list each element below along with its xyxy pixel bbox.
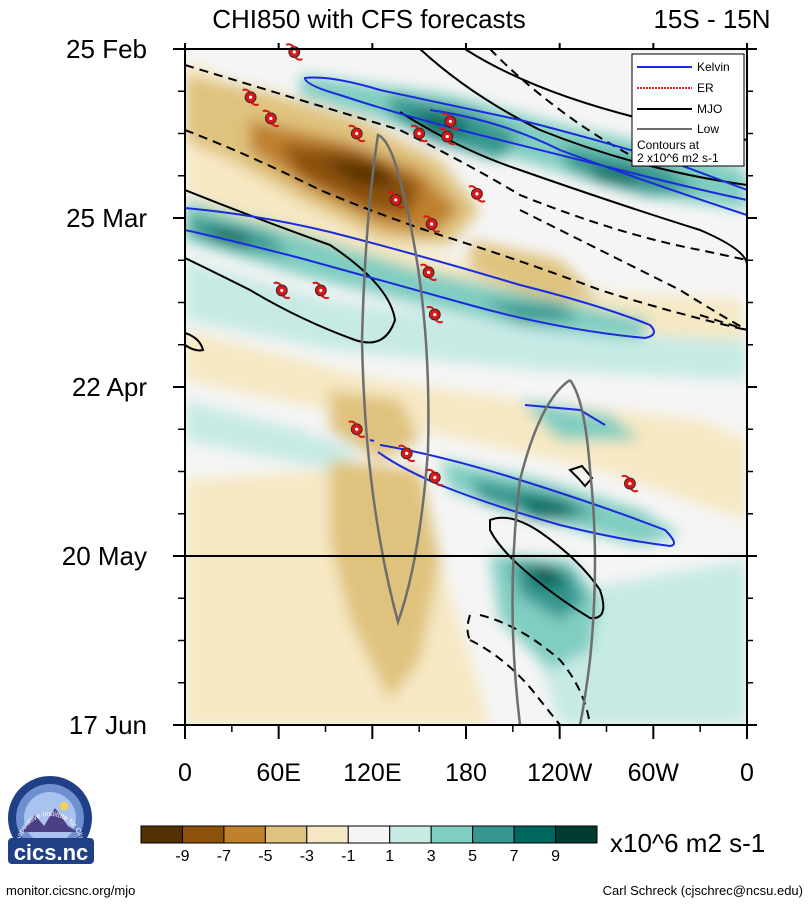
mjo-contour bbox=[568, 464, 594, 488]
mjo-contour bbox=[489, 516, 605, 620]
x-tick-label: 0 bbox=[178, 759, 192, 787]
kelvin-contour bbox=[369, 439, 375, 442]
tropical-cyclone-marker bbox=[312, 281, 330, 300]
tropical-cyclone-marker bbox=[262, 109, 280, 128]
colorbar-swatch bbox=[472, 825, 515, 844]
x-tick-label: 180 bbox=[445, 759, 487, 787]
tropical-cyclone-marker bbox=[468, 185, 486, 203]
colorbar-label: -9 bbox=[175, 848, 189, 865]
legend: Kelvin ER MJO Low Contours at 2 x10^6 m2… bbox=[631, 53, 745, 167]
tropical-cyclone-marker bbox=[419, 263, 438, 282]
chart-subtitle: 15S - 15N bbox=[653, 4, 770, 34]
axes: 0 60E 120E 180 120W 60W 0 25 Feb 25 Mar 22 Apr 20 … bbox=[62, 34, 757, 787]
kelvin-contour bbox=[185, 207, 655, 340]
colorbar-label: -5 bbox=[258, 848, 272, 865]
tropical-cyclone-marker bbox=[438, 127, 456, 146]
logo-text: cics.nc bbox=[14, 840, 89, 865]
colorbar-label: -1 bbox=[341, 848, 355, 865]
tropical-cyclone-marker bbox=[423, 215, 441, 233]
x-tick-label: 120W bbox=[527, 759, 593, 787]
mjo-contour bbox=[185, 332, 205, 352]
mjo-contour bbox=[419, 49, 747, 186]
tropical-cyclone-marker bbox=[426, 305, 444, 324]
kelvin-contour bbox=[377, 444, 675, 548]
tropical-cyclone-marker bbox=[410, 124, 428, 143]
colorbar-units: x10^6 m2 s-1 bbox=[610, 828, 765, 858]
tropical-cyclone-marker bbox=[348, 124, 366, 143]
y-tick-label: 22 Apr bbox=[72, 372, 148, 402]
tropical-cyclone-marker bbox=[621, 474, 639, 493]
kelvin-contour bbox=[429, 109, 747, 216]
legend-er-label: ER bbox=[697, 81, 714, 95]
tropical-cyclone-marker bbox=[387, 191, 405, 209]
credit-text: Carl Schreck (cjschrec@ncsu.edu) bbox=[603, 883, 803, 898]
tropical-cyclone-marker bbox=[426, 468, 444, 487]
tropical-cyclone-marker bbox=[398, 444, 416, 463]
colorbar-label: 9 bbox=[551, 848, 560, 865]
mjo-contour bbox=[519, 209, 747, 331]
tropical-cyclone-markers bbox=[242, 43, 639, 493]
colorbar-label: 7 bbox=[510, 848, 519, 865]
y-tick-label: 20 May bbox=[62, 541, 147, 571]
colorbar-swatch bbox=[306, 825, 349, 844]
legend-note-line2: 2 x10^6 m2 s-1 bbox=[637, 151, 719, 165]
y-tick-label: 17 Jun bbox=[69, 710, 147, 740]
y-tick-label: 25 Feb bbox=[66, 34, 147, 64]
tropical-cyclone-marker bbox=[441, 112, 459, 131]
tropical-cyclone-marker bbox=[348, 420, 366, 438]
colorbar-swatch bbox=[513, 825, 557, 844]
x-tick-label: 0 bbox=[740, 759, 754, 787]
mjo-contour bbox=[466, 614, 471, 641]
mjo-contour bbox=[185, 64, 747, 261]
x-tick-label: 120E bbox=[343, 759, 401, 787]
low-contour bbox=[360, 133, 430, 627]
y-tick-label: 25 Mar bbox=[66, 203, 147, 233]
colorbar-swatch bbox=[430, 825, 474, 844]
colorbar-swatch bbox=[181, 825, 225, 844]
colorbar-label: 1 bbox=[385, 848, 394, 865]
colorbar-swatch bbox=[264, 825, 308, 844]
colorbar-swatch bbox=[555, 825, 598, 844]
tropical-cyclone-marker bbox=[273, 281, 291, 300]
mjo-contour bbox=[399, 111, 747, 266]
mjo-contour bbox=[185, 129, 747, 331]
chart-title: CHI850 with CFS forecasts bbox=[212, 4, 526, 34]
mjo-contour bbox=[469, 639, 561, 725]
colorbar-label: -7 bbox=[217, 848, 231, 865]
mjo-contour bbox=[489, 49, 641, 161]
x-tick-label: 60W bbox=[628, 759, 680, 787]
tropical-cyclone-marker bbox=[242, 88, 260, 107]
legend-low-label: Low bbox=[697, 122, 719, 136]
colorbar-swatch bbox=[389, 825, 432, 844]
colorbar-label: 5 bbox=[468, 848, 477, 865]
mjo-contour bbox=[185, 189, 397, 344]
legend-note-line1: Contours at bbox=[637, 138, 700, 152]
colorbar-swatch bbox=[347, 825, 391, 844]
colorbar-swatch bbox=[140, 825, 183, 844]
colorbar-label: -3 bbox=[300, 848, 314, 865]
x-tick-label: 60E bbox=[256, 759, 300, 787]
colorbar-swatch bbox=[223, 825, 266, 844]
kelvin-contour bbox=[524, 404, 606, 426]
legend-mjo-label: MJO bbox=[697, 102, 722, 116]
legend-kelvin-label: Kelvin bbox=[697, 60, 730, 74]
colorbar-label: 3 bbox=[427, 848, 436, 865]
website-text: monitor.cicsnc.org/mjo bbox=[6, 883, 135, 898]
colorbar: -9 -7 -5 -3 -1 1 3 5 7 9 bbox=[140, 825, 598, 865]
mjo-contour bbox=[699, 314, 747, 331]
